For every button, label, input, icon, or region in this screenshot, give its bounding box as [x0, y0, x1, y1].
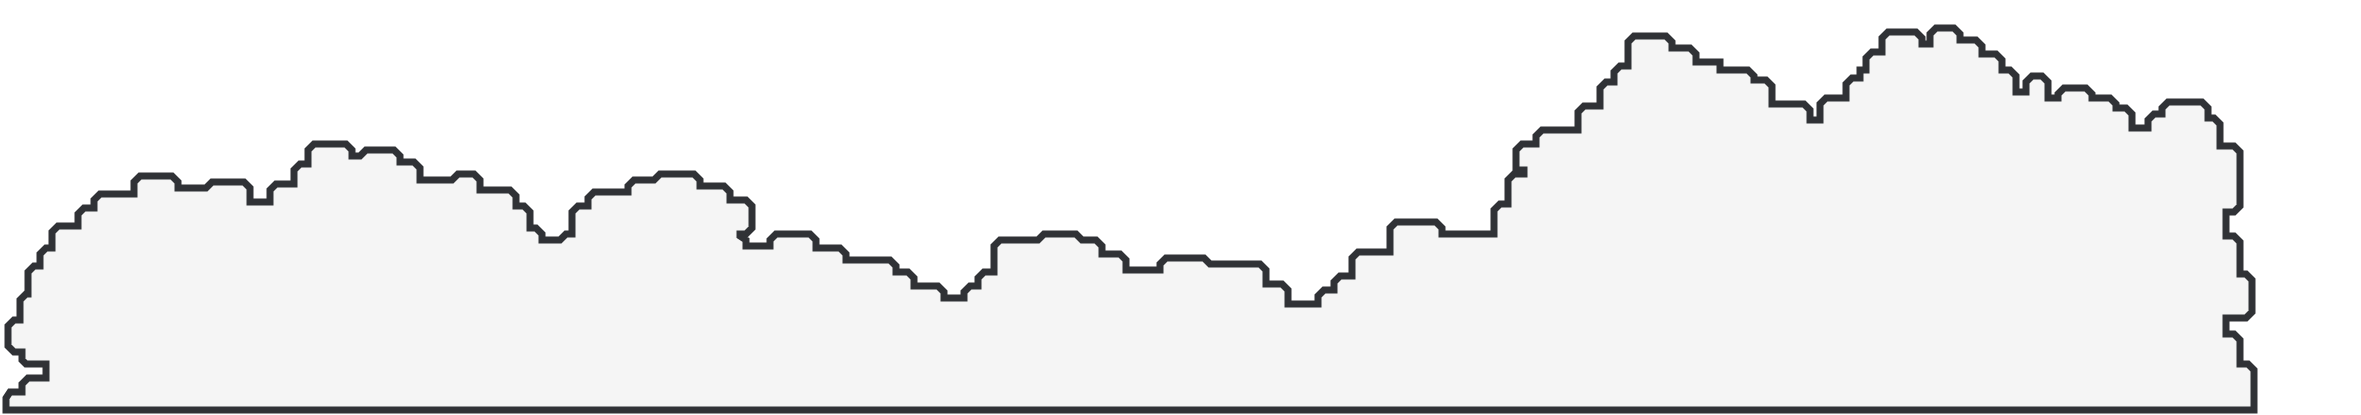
stepped-skyline-outline	[2, 24, 2258, 414]
